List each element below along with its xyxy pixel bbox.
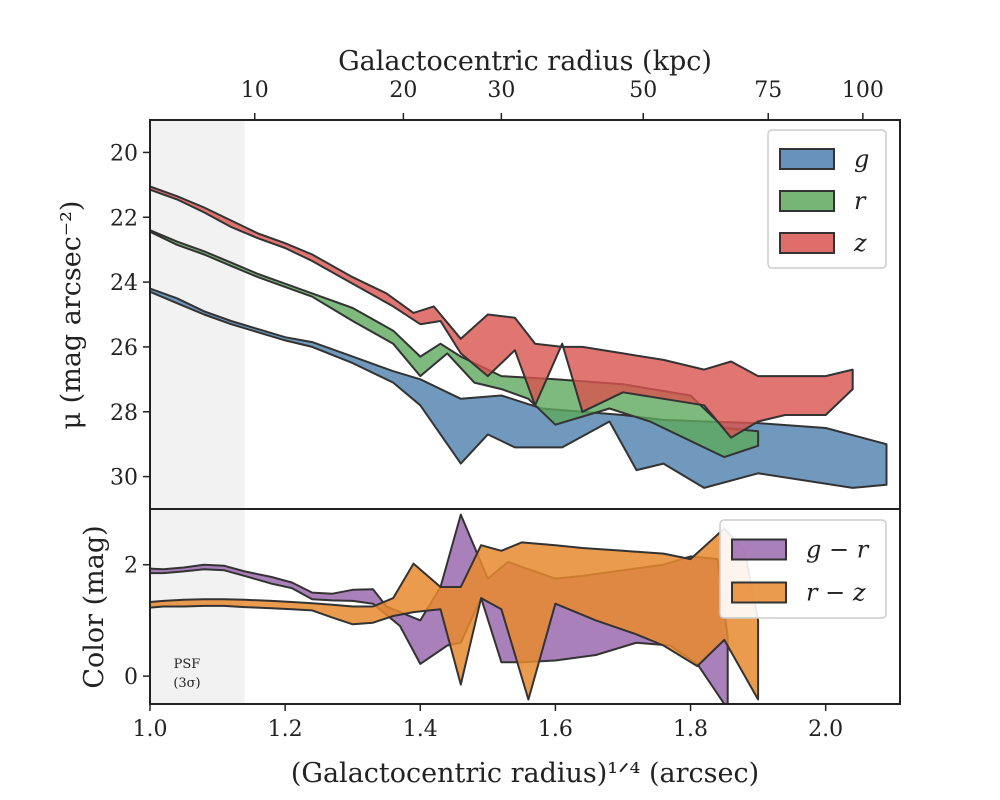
x-tick-label-1.8: 1.8	[673, 717, 708, 742]
legend-swatch-r-z	[731, 581, 787, 604]
surface-brightness-panel: 20 22 24 26 28 30 10 20 30 50 75 100 μ (mag arcsec⁻…	[56, 78, 901, 510]
top-panel-ticks: 20 22 24 26 28 30 10 20 30 50 75 100	[110, 78, 884, 491]
psf-shaded-region	[150, 120, 245, 509]
bottom-panel-frame	[149, 508, 901, 705]
x-tick-label-2.0: 2.0	[808, 717, 843, 742]
legend-swatch-r	[779, 190, 835, 212]
x-tick-label-1.0: 1.0	[133, 717, 168, 742]
top-y-axis-title: μ (mag arcsec⁻²)	[56, 201, 87, 430]
bottom-y-axis-title: Color (mag)	[79, 525, 110, 688]
legend-label-z: z	[853, 229, 867, 257]
color-tick-label-0: 0	[124, 665, 138, 690]
color-tick-label-2: 2	[124, 554, 138, 579]
top-axis-title: Galactocentric radius (kpc)	[338, 46, 712, 77]
bottom-panel-ticks: 0 2 1.0 1.2 1.4 1.6 1.8 2.0	[124, 554, 843, 742]
band-z	[150, 185, 854, 439]
x-tick-label-1.6: 1.6	[538, 717, 573, 742]
psf-note-line2: (3σ)	[173, 676, 200, 691]
legend-swatch-g	[779, 148, 835, 170]
legend-label-r: r	[854, 187, 867, 215]
top-legend: grz	[767, 129, 887, 269]
kpc-tick-label-20: 20	[389, 78, 417, 103]
bottom-x-axis-title: (Galactocentric radius)¹ᐟ⁴ (arcsec)	[291, 758, 759, 789]
kpc-tick-label-50: 50	[629, 78, 657, 103]
psf-note-line1: PSF	[174, 657, 201, 672]
x-tick-label-1.4: 1.4	[403, 717, 438, 742]
kpc-tick-label-30: 30	[487, 78, 515, 103]
y-tick-label-24: 24	[110, 271, 138, 296]
color-panel: 0 2 1.0 1.2 1.4 1.6 1.8 2.0 Color (mag) (Galact…	[79, 508, 901, 789]
legend-swatch-g-r	[731, 538, 787, 561]
legend-swatch-z	[779, 232, 835, 254]
y-tick-label-30: 30	[110, 466, 138, 491]
color-series	[150, 513, 760, 704]
surface-brightness-series	[150, 185, 888, 489]
y-tick-label-20: 20	[110, 141, 138, 166]
x-tick-label-1.2: 1.2	[268, 717, 303, 742]
y-tick-label-26: 26	[110, 336, 138, 361]
y-tick-label-22: 22	[110, 206, 138, 231]
kpc-tick-label-75: 75	[754, 78, 782, 103]
y-tick-label-28: 28	[110, 401, 138, 426]
band-r-z	[150, 527, 760, 701]
bottom-legend: g − r r − z	[719, 519, 887, 619]
legend-label-r-z: r − z	[806, 579, 866, 607]
legend-label-g-r: g − r	[806, 536, 870, 564]
legend-label-g: g	[854, 145, 869, 173]
kpc-tick-label-10: 10	[241, 78, 269, 103]
kpc-tick-label-100: 100	[842, 78, 884, 103]
